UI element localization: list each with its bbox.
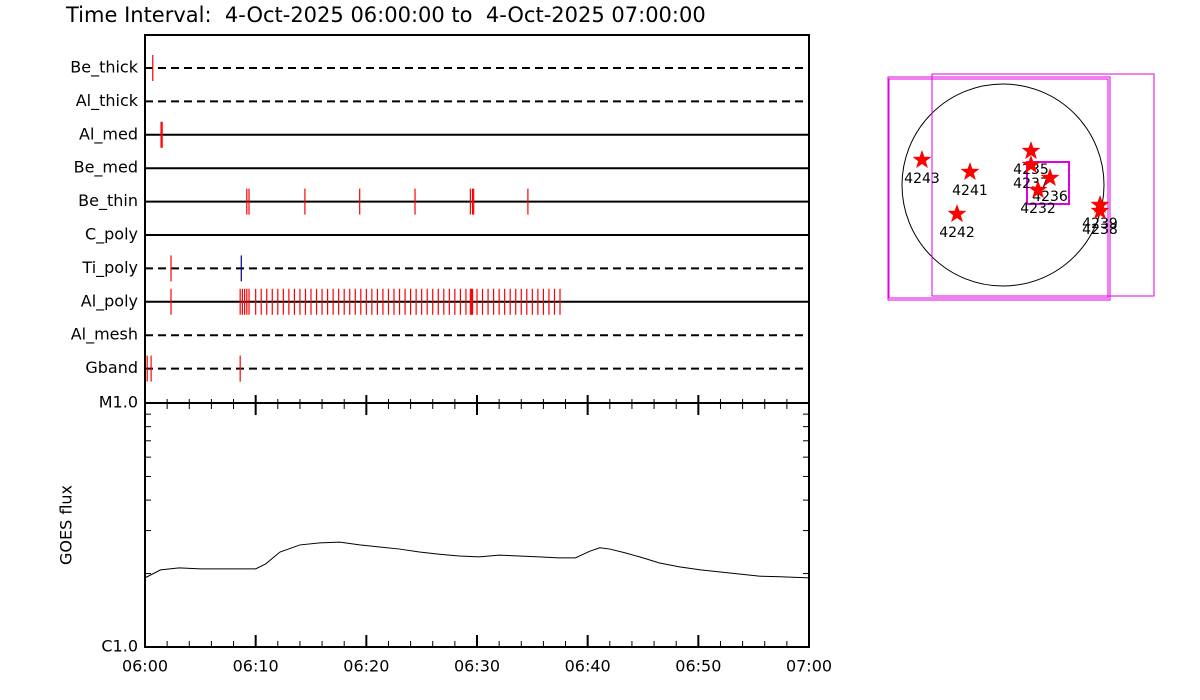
x-tick-label: 06:40 xyxy=(565,657,611,676)
row-label: Be_med xyxy=(74,158,138,178)
region-star xyxy=(1090,201,1110,220)
row-label: Be_thick xyxy=(70,58,138,78)
fov-box xyxy=(887,76,1111,301)
y-tick-label: M1.0 xyxy=(99,393,138,412)
x-tick-label: 07:00 xyxy=(786,657,832,676)
region-label: 4235 xyxy=(1013,162,1049,178)
row-label: Al_poly xyxy=(81,291,138,311)
region-label: 4241 xyxy=(952,183,988,199)
region-label: 4239 xyxy=(1082,216,1118,232)
sun-map xyxy=(887,73,1155,301)
y-tick-label: C1.0 xyxy=(101,637,138,656)
region-star xyxy=(912,150,932,169)
fov-box xyxy=(1026,161,1070,205)
solar-disk xyxy=(901,83,1105,287)
x-tick-label: 06:30 xyxy=(454,657,500,676)
region-star xyxy=(1021,155,1041,174)
region-label: 4242 xyxy=(939,225,975,241)
x-tick-label: 06:00 xyxy=(122,657,168,676)
region-star xyxy=(960,162,980,180)
fov-box xyxy=(888,78,1109,299)
page-title: Time Interval: 4-Oct-2025 06:00:00 to 4-… xyxy=(65,3,706,27)
x-tick-label: 06:50 xyxy=(675,657,721,676)
row-label: Al_mesh xyxy=(71,325,138,345)
fov-box xyxy=(931,73,1155,297)
region-label: 4232 xyxy=(1020,201,1056,217)
region-star xyxy=(1040,168,1060,186)
row-label: Gband xyxy=(85,358,138,377)
x-tick-label: 06:20 xyxy=(343,657,389,676)
row-label: Be_thin xyxy=(78,191,138,211)
row-label: Al_thick xyxy=(76,91,139,111)
row-label: Ti_poly xyxy=(81,258,138,278)
row-label: Al_med xyxy=(79,124,138,144)
region-star xyxy=(947,204,967,223)
goes-curve xyxy=(144,541,810,579)
y-axis-label: GOES flux xyxy=(57,485,76,565)
row-label: C_poly xyxy=(85,225,138,245)
region-star xyxy=(1021,141,1041,160)
region-star xyxy=(1028,180,1048,199)
region-label: 4243 xyxy=(904,171,940,187)
region-label: 4238 xyxy=(1082,222,1118,238)
x-tick-label: 06:10 xyxy=(233,657,279,676)
